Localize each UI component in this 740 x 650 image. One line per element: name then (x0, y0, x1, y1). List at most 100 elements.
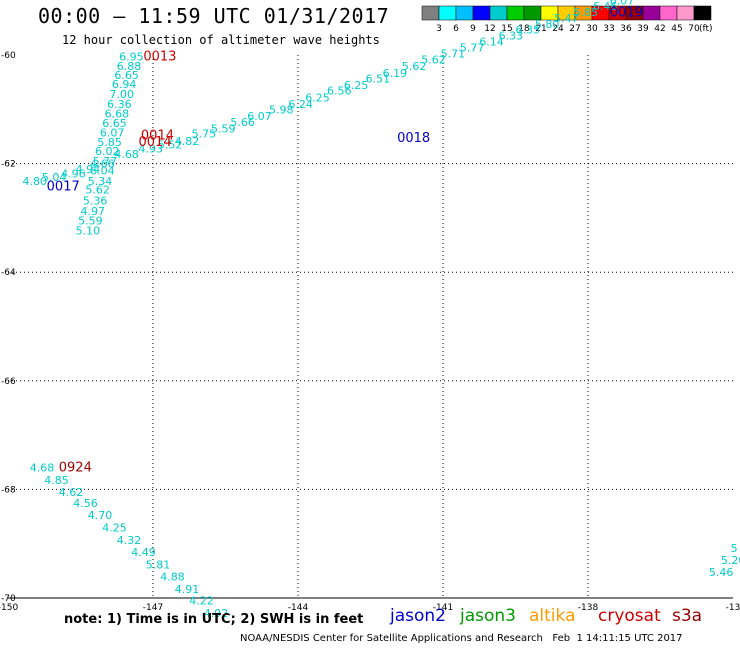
swh-value: 5.98 (269, 103, 294, 116)
chart-data-marks: 6.956.886.656.947.006.366.686.656.075.85… (23, 0, 740, 620)
x-tick-label: -13 (726, 603, 740, 613)
swh-value: 4.68 (30, 462, 55, 475)
colorbar-swatch (455, 5, 474, 21)
time-label: 0019 (610, 6, 643, 21)
swh-value: 4.97 (81, 205, 106, 218)
swh-value: 6.68 (105, 108, 129, 121)
swh-value: 6.33 (499, 29, 524, 42)
colorbar-label: 18 (518, 24, 530, 34)
satellite-legend-item: s3a (672, 606, 703, 626)
satellite-legend-item: jason3 (460, 606, 516, 626)
swh-value: 5.04 (42, 171, 66, 184)
colorbar-label: 36 (620, 24, 632, 34)
swh-value: 4.32 (117, 534, 142, 547)
swh-value: 6.04 (90, 165, 115, 178)
swh-value: 6.65 (102, 117, 127, 130)
swh-value: 6.56 (327, 84, 352, 97)
swh-value: 4.70 (88, 509, 113, 522)
colorbar-label: 30 (586, 24, 598, 34)
swh-value: 5.77 (460, 41, 485, 54)
colorbar-label: 33 (603, 24, 614, 34)
swh-value: 4.88 (160, 570, 185, 583)
colorbar-swatch (676, 5, 695, 21)
swh-value: 6.02 (95, 145, 120, 158)
y-tick-label: -60 (1, 51, 16, 61)
colorbar-unit: (ft) (699, 24, 713, 34)
footnote: note: 1) Time is in UTC; 2) SWH is in fe… (64, 612, 364, 627)
swh-value: 5.62 (402, 60, 427, 73)
swh-value: 5.59 (211, 122, 236, 135)
track-track-4: 55.205.46 (709, 542, 740, 579)
colorbar-label: 15 (501, 24, 512, 34)
swh-value: 6.46 (593, 0, 618, 13)
credit-line: NOAA/NESDIS Center for Satellite Applica… (240, 633, 683, 644)
swh-value: 6.36 (107, 98, 132, 111)
colorbar-swatch (472, 5, 491, 21)
colorbar-label: 3 (436, 24, 442, 34)
swh-value: 5.47 (554, 12, 579, 25)
swh-value: 5.85 (97, 136, 122, 149)
colorbar-swatch (489, 5, 508, 21)
x-tick-label: -138 (578, 603, 599, 613)
y-tick-label: -64 (1, 268, 16, 278)
colorbar-swatch (642, 5, 661, 21)
colorbar-swatch (659, 5, 678, 21)
swh-value: 6.35 (516, 23, 541, 36)
chart-title: 00:00 – 11:59 UTC 01/31/2017 (38, 4, 390, 28)
colorbar-label: 39 (637, 24, 649, 34)
swh-value: 4.56 (73, 497, 98, 510)
colorbar-label: 27 (569, 24, 580, 34)
swh-value: 6.25 (344, 79, 369, 92)
swh-value: 5.34 (88, 175, 113, 188)
y-tick-label: -68 (1, 485, 16, 495)
swh-value: 5.36 (83, 195, 108, 208)
swh-value: 6.14 (479, 35, 504, 48)
swh-value: 4.92 (204, 607, 229, 620)
swh-value: 6.88 (117, 60, 142, 73)
swh-value: 5.77 (93, 155, 118, 168)
swh-value: 5 (731, 542, 738, 555)
swh-value: 5.75 (192, 128, 217, 141)
swh-value: 6.65 (114, 69, 139, 82)
swh-value: 5.20 (721, 554, 740, 567)
swh-value: 5.59 (78, 215, 103, 228)
colorbar-swatch (693, 5, 712, 21)
colorbar-label: 12 (484, 24, 495, 34)
swh-value: 4.94 (76, 163, 101, 176)
swh-value: 6.51 (366, 72, 391, 85)
satellite-legend-item: jason2 (390, 606, 446, 626)
swh-value: 4.62 (59, 486, 84, 499)
satellite-legend-item: cryosat (598, 606, 661, 626)
swh-value: 6.07 (610, 0, 635, 8)
time-label: 0018 (397, 131, 430, 146)
swh-value: 6.07 (247, 110, 272, 123)
swh-value: 4.49 (131, 546, 156, 559)
y-tick-label: -70 (1, 594, 16, 604)
swh-value: 4.25 (102, 521, 127, 534)
chart-subtitle: 12 hour collection of altimeter wave hei… (62, 33, 380, 47)
time-label: 0014 (141, 128, 174, 143)
colorbar-label: 42 (654, 24, 665, 34)
track-track-2: 4.805.044.964.944.664.68 4.935.524.825.75… (23, 0, 635, 188)
chart-axes: -150 -147 -144 -141 -138 -13 -60 -62 -64 -66 -68 -7… (0, 51, 740, 613)
x-tick-label: -147 (143, 603, 163, 613)
satellite-legend-item: altika (529, 606, 576, 626)
swh-value: 5.10 (76, 224, 101, 237)
track-track-3: 4.684.854.624.564.704.254.324.495.814.88… (30, 462, 229, 621)
swh-value: 5.80 (535, 18, 560, 31)
swh-value: 4.82 (175, 135, 200, 148)
swh-value: 6.95 (119, 51, 143, 64)
colorbar-swatch (421, 5, 440, 21)
colorbar-legend: 3 6 9 12 15 18 21 24 27 30 33 36 39 42 45 70 (ft) (421, 5, 713, 34)
swh-value: 6.94 (112, 78, 136, 91)
colorbar-label: 6 (453, 24, 459, 34)
swh-value: 5.71 (441, 47, 466, 60)
swh-value: 5.81 (146, 558, 171, 571)
swh-value: 5.85 (574, 6, 599, 19)
time-label: 0017 (47, 179, 80, 194)
colorbar-label: 9 (470, 24, 476, 34)
swh-value: 5.66 (230, 116, 255, 129)
colorbar-swatch (438, 5, 457, 21)
swh-value: 6.19 (383, 67, 408, 80)
